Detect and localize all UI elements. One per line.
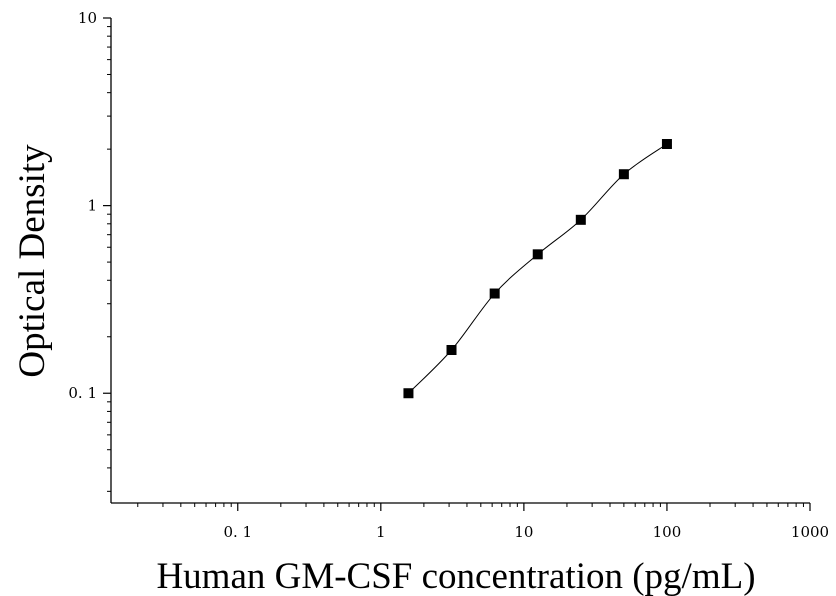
y-tick-label: 0. 1	[68, 384, 97, 402]
x-tick-label: 0. 1	[223, 523, 252, 541]
data-points	[403, 139, 672, 399]
axes	[110, 18, 810, 504]
data-point	[618, 169, 629, 180]
data-point	[403, 388, 414, 399]
x-tick-label: 100	[653, 523, 682, 541]
data-point	[446, 345, 457, 356]
data-point	[661, 139, 672, 150]
fit-curve	[408, 143, 668, 394]
x-tick-label: 10	[514, 523, 533, 541]
data-point	[489, 288, 500, 299]
ticks: 0. 1 1 10 100 1000 0. 1 1 10	[68, 9, 829, 541]
data-point	[532, 249, 543, 260]
y-axis-title: Optical Density	[12, 144, 53, 378]
data-point	[575, 214, 586, 225]
y-tick-label: 10	[78, 9, 97, 27]
y-tick-label: 1	[87, 197, 97, 215]
x-tick-label: 1000	[791, 523, 829, 541]
fit-curve-group	[408, 143, 668, 394]
x-axis-title: Human GM-CSF concentration (pg/mL)	[156, 556, 755, 596]
x-tick-label: 1	[376, 523, 386, 541]
